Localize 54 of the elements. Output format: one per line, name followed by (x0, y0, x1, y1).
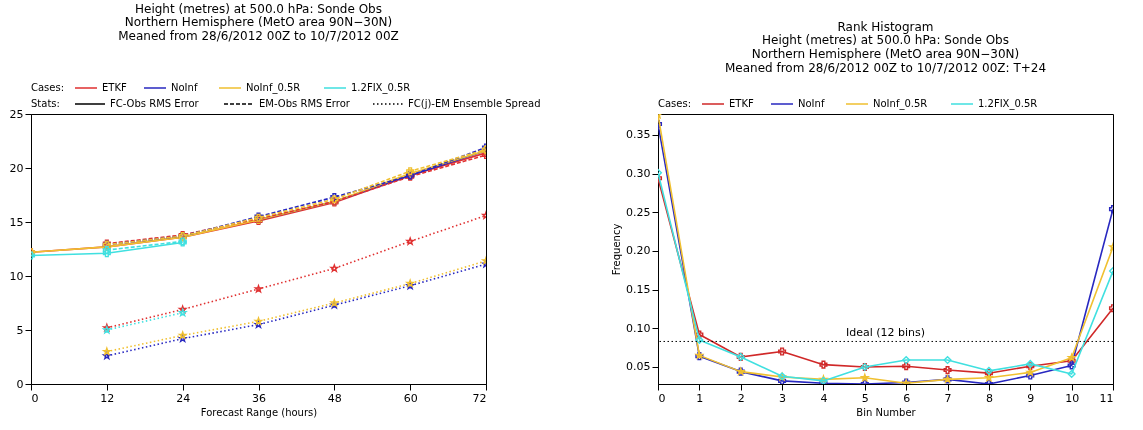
x-tick-label: 4 (820, 391, 828, 405)
text: FC(j)-EM Ensemble Spread (408, 98, 541, 109)
x-tick-label: 5 (861, 391, 869, 405)
legend-label: NoInf (798, 98, 825, 109)
legend-label: 1.2FIX_0.5R (978, 98, 1038, 110)
y-tick-label: 5 (16, 323, 24, 337)
x-axis-title: Bin Number (856, 406, 917, 418)
legend-title: Cases: (658, 98, 692, 109)
chart-title: Height (metres) at 500.0 hPa: Sonde Obs (135, 2, 382, 16)
text: Stats: (31, 98, 60, 109)
x-tick-label: 60 (403, 391, 418, 405)
x-tick-label: 36 (252, 391, 266, 405)
x-axis-title: Forecast Range (hours) (200, 406, 318, 418)
y-tick-label: 0.05 (626, 360, 651, 374)
y-tick-label: 0.25 (626, 205, 651, 219)
chart-subtitle: Height (metres) at 500.0 hPa: Sonde Obs Northern Hemisphere (MetO area 90N−30N) Meaned from 28/6/2012 00Z to 10/7/2012 00Z: T+24 (724, 33, 1047, 75)
x-tick-label: 11 (1099, 391, 1114, 405)
chart-title: Rank Histogram (837, 20, 934, 34)
y-tick-label: 0.20 (626, 244, 651, 258)
x-tick-label: 12 (100, 391, 115, 405)
y-tick-label: 0.30 (626, 167, 651, 181)
y-tick-label: 0.35 (626, 128, 651, 142)
y-tick-label: 0.10 (626, 321, 651, 335)
y-tick-label: 0.15 (626, 283, 651, 297)
ref-line-label: Ideal (12 bins) (845, 326, 926, 340)
y-axis-title: Frequency (611, 223, 623, 276)
x-tick-label: 7 (944, 391, 952, 405)
legend-label: NoInf_0.5R (246, 82, 301, 94)
y-tick-label: 10 (9, 269, 24, 283)
x-tick-label: 1 (696, 391, 704, 405)
x-tick-label: 3 (779, 391, 787, 405)
legend-label: NoInf_0.5R (873, 98, 928, 110)
x-tick-label: 2 (737, 391, 745, 405)
text: EM-Obs RMS Error (259, 98, 351, 109)
y-tick-label: 20 (9, 161, 24, 175)
y-tick-label: 15 (9, 215, 24, 229)
legend-label: 1.2FIX_0.5R (351, 82, 411, 94)
legend-title: Cases: (31, 82, 65, 93)
x-tick-label: 72 (472, 391, 487, 405)
y-tick-label: 0 (16, 377, 24, 391)
legend-label: NoInf (171, 82, 198, 93)
x-tick-label: 8 (985, 391, 993, 405)
y-tick-label: 25 (9, 107, 24, 121)
x-tick-label: 0 (658, 391, 666, 405)
x-tick-label: 10 (1065, 391, 1080, 405)
x-tick-label: 6 (903, 391, 911, 405)
legend-label: ETKF (729, 98, 754, 109)
x-tick-label: 48 (327, 391, 342, 405)
x-tick-label: 0 (31, 391, 39, 405)
legend-label: ETKF (102, 82, 127, 93)
chart-subtitle: Northern Hemisphere (MetO area 90N−30N) Meaned from 28/6/2012 00Z to 10/7/2012 00Z (118, 15, 399, 43)
x-tick-label: 9 (1027, 391, 1035, 405)
text: FC-Obs RMS Error (110, 98, 200, 109)
x-tick-label: 24 (176, 391, 191, 405)
